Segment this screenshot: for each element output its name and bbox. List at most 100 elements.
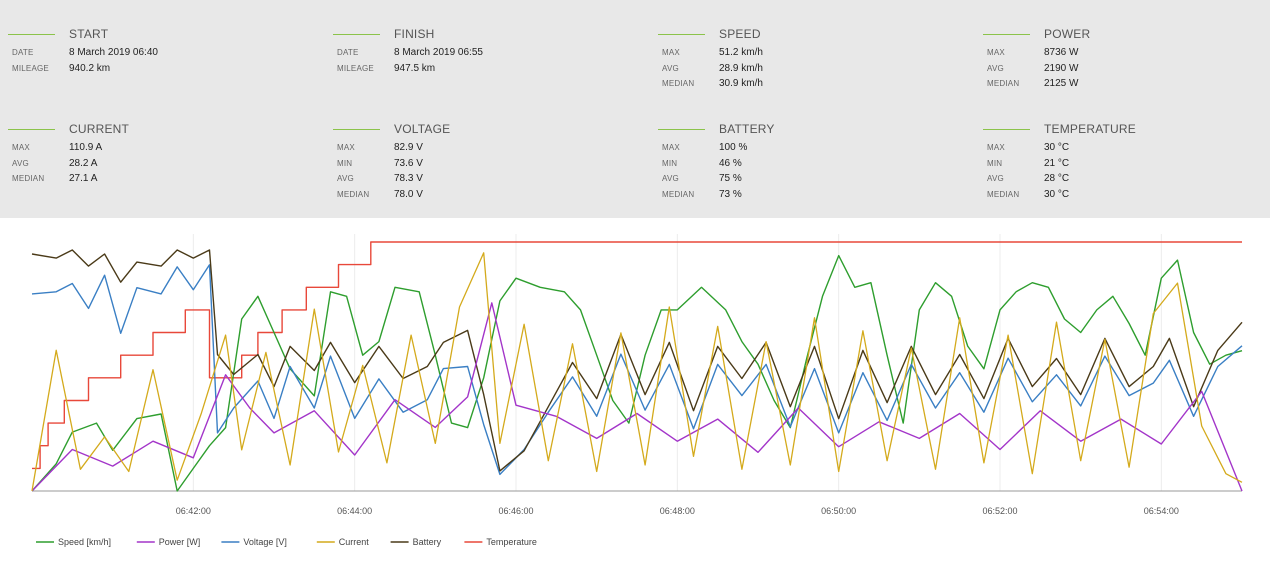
x-tick-label: 06:50:00 (821, 506, 856, 516)
stat-key: DATE (337, 48, 359, 57)
legend-label: Speed [km/h] (58, 537, 111, 547)
stat-value: 73.6 V (394, 157, 423, 169)
stat-key: MAX (662, 143, 680, 152)
stat-key: MIN (987, 158, 1003, 168)
legend-item-current[interactable]: Current (316, 537, 370, 547)
stat-key: DATE (12, 48, 34, 57)
stat-header: BATTERY (650, 122, 950, 142)
series-line-current (31, 252, 1243, 492)
legend-item-temperature[interactable]: Temperature (464, 537, 537, 547)
stat-title: CURRENT (69, 122, 130, 136)
trip-stats-panel: START DATE 8 March 2019 06:40 MILEAGE 940.2 … (0, 0, 1270, 218)
stat-value: 110.9 A (69, 142, 103, 153)
stat-key: MEDIAN (987, 189, 1020, 199)
stat-header: POWER (975, 27, 1270, 47)
stat-key: MIN (662, 158, 678, 168)
stat-key: MAX (12, 143, 30, 152)
series-line-voltage-v (31, 264, 1243, 476)
x-tick-label: 06:48:00 (660, 506, 695, 516)
stat-value: 8736 W (1044, 47, 1079, 58)
series-line-power-w (31, 302, 1243, 492)
stat-key: MAX (337, 143, 355, 152)
stat-key: MEDIAN (662, 79, 695, 88)
stat-accent-line (658, 129, 705, 130)
x-tick-label: 06:54:00 (1144, 506, 1179, 516)
stat-key: MAX (987, 143, 1005, 152)
stat-value: 82.9 V (394, 142, 423, 153)
stat-accent-line (8, 34, 55, 35)
stat-title: START (69, 27, 109, 41)
stat-value: 30 °C (1044, 188, 1070, 200)
stat-accent-line (983, 34, 1030, 35)
stat-value: 8 March 2019 06:55 (394, 47, 483, 58)
stat-value: 51.2 km/h (719, 47, 763, 58)
stat-key: AVG (662, 174, 679, 183)
stat-accent-line (983, 129, 1030, 130)
stat-key: MAX (987, 48, 1005, 57)
series-line-speed-km-h (31, 254, 1243, 492)
stat-header: START (0, 27, 300, 47)
legend-item-voltage-v[interactable]: Voltage [V] (221, 537, 287, 547)
stat-key: MEDIAN (337, 189, 370, 199)
legend-item-battery[interactable]: Battery (390, 537, 442, 547)
stat-block-voltage: VOLTAGE MAX 82.9 V MIN 73.6 V AVG 78.3 V MEDIAN… (325, 122, 625, 200)
stat-block-speed: SPEED MAX 51.2 km/h AVG 28.9 km/h MEDIAN 30.9 … (650, 27, 950, 89)
stat-title: FINISH (394, 27, 435, 41)
stat-value: 28.2 A (69, 157, 98, 169)
stat-title: TEMPERATURE (1044, 122, 1136, 136)
stat-value: 46 % (719, 157, 742, 169)
stat-key: MEDIAN (987, 79, 1020, 88)
x-tick-label: 06:52:00 (982, 506, 1017, 516)
stat-value: 78.0 V (394, 188, 423, 200)
stat-value: 947.5 km (394, 62, 436, 74)
stat-header: FINISH (325, 27, 625, 47)
legend-label: Battery (413, 537, 442, 547)
stat-title: POWER (1044, 27, 1091, 41)
stat-key: MIN (337, 158, 353, 168)
stat-value: 2125 W (1044, 78, 1079, 89)
stat-block-start: START DATE 8 March 2019 06:40 MILEAGE 940.2 … (0, 27, 300, 74)
stat-key: AVG (12, 158, 29, 168)
x-tick-label: 06:42:00 (176, 506, 211, 516)
stat-accent-line (658, 34, 705, 35)
stat-title: VOLTAGE (394, 122, 451, 136)
stat-value: 2190 W (1044, 62, 1079, 74)
stat-value: 78.3 V (394, 173, 423, 184)
stat-key: AVG (662, 63, 679, 73)
stat-header: SPEED (650, 27, 950, 47)
stat-value: 27.1 A (69, 173, 98, 184)
stat-value: 21 °C (1044, 157, 1070, 169)
stat-value: 8 March 2019 06:40 (69, 47, 158, 58)
stat-block-finish: FINISH DATE 8 March 2019 06:55 MILEAGE 947.5… (325, 27, 625, 74)
stat-key: AVG (337, 174, 354, 183)
stat-header: VOLTAGE (325, 122, 625, 142)
stat-value: 30.9 km/h (719, 78, 763, 89)
stat-value: 28.9 km/h (719, 62, 763, 74)
legend-item-power-w[interactable]: Power [W] (136, 537, 201, 547)
stat-value: 28 °C (1044, 173, 1070, 184)
legend-label: Power [W] (159, 537, 201, 547)
stat-block-power: POWER MAX 8736 W AVG 2190 W MEDIAN 2125 W (975, 27, 1270, 89)
stat-title: BATTERY (719, 122, 775, 136)
stat-accent-line (8, 129, 55, 130)
series-line-battery (31, 249, 1243, 472)
stat-value: 100 % (719, 142, 748, 153)
stat-title: SPEED (719, 27, 761, 41)
stat-accent-line (333, 34, 380, 35)
stat-key: AVG (987, 63, 1004, 73)
stat-value: 30 °C (1044, 142, 1070, 153)
legend-item-speed-km-h[interactable]: Speed [km/h] (36, 537, 111, 547)
stat-block-battery: BATTERY MAX 100 % MIN 46 % AVG 75 % MEDIAN 73 % (650, 122, 950, 200)
stat-block-current: CURRENT MAX 110.9 A AVG 28.2 A MEDIAN 27.1 A (0, 122, 300, 184)
stat-header: TEMPERATURE (975, 122, 1270, 142)
legend-label: Current (339, 537, 370, 547)
stat-key: MAX (662, 48, 680, 57)
legend-label: Temperature (486, 537, 537, 547)
legend-label: Voltage [V] (243, 537, 287, 547)
stat-accent-line (333, 129, 380, 130)
x-tick-label: 06:46:00 (498, 506, 533, 516)
x-tick-label: 06:44:00 (337, 506, 372, 516)
stat-key: MEDIAN (12, 174, 45, 183)
stat-value: 75 % (719, 173, 742, 184)
stat-value: 73 % (719, 188, 742, 200)
